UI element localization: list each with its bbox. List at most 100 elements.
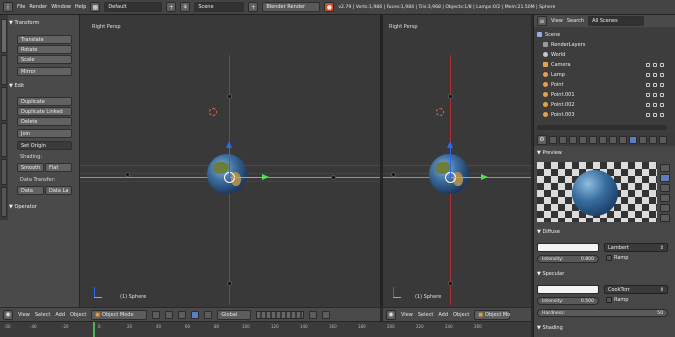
outliner-row-world[interactable]: World bbox=[534, 50, 670, 59]
specular-intensity-field[interactable]: Intensity: 0.500 bbox=[537, 297, 599, 305]
render-layers-tab-icon[interactable] bbox=[559, 135, 567, 144]
duplicate-button[interactable]: Duplicate bbox=[17, 97, 72, 106]
preview-cube-icon[interactable] bbox=[660, 184, 670, 192]
layers-grid[interactable] bbox=[256, 310, 305, 319]
lamp-icon[interactable] bbox=[436, 108, 444, 116]
menu-help[interactable]: Help bbox=[74, 4, 87, 10]
preview-flat-icon[interactable] bbox=[660, 164, 670, 172]
transform-panel-header[interactable]: ▼ Transform bbox=[9, 20, 40, 26]
preview-monkey-icon[interactable] bbox=[660, 194, 670, 202]
material-tab-icon[interactable] bbox=[629, 135, 637, 144]
edit-panel-header[interactable]: ▼ Edit bbox=[9, 83, 25, 89]
tab-create[interactable] bbox=[1, 55, 7, 85]
tab-relations[interactable] bbox=[1, 87, 7, 121]
point-lamp-dot[interactable] bbox=[331, 175, 336, 180]
delete-button[interactable]: Delete bbox=[17, 117, 72, 126]
menu-select[interactable]: Select bbox=[34, 311, 51, 318]
specular-shader-dropdown[interactable]: CookTorr ⇕ bbox=[604, 285, 668, 294]
visibility-toggles[interactable] bbox=[646, 82, 664, 87]
diffuse-intensity-field[interactable]: Intensity: 0.800 bbox=[537, 255, 599, 263]
menu-view[interactable]: View bbox=[18, 311, 30, 318]
specular-panel-header[interactable]: ▼ Specular bbox=[537, 271, 565, 277]
smooth-button[interactable]: Smooth bbox=[17, 163, 44, 172]
point-lamp-dot[interactable] bbox=[391, 172, 396, 177]
data-layout-button[interactable]: Data La bbox=[45, 186, 72, 195]
object-tab-icon[interactable] bbox=[589, 135, 597, 144]
scene-selector[interactable]: Scene bbox=[194, 2, 245, 12]
object-mode-dropdown[interactable]: ■ Object Mode bbox=[91, 309, 148, 320]
scale-button[interactable]: Scale bbox=[17, 55, 72, 64]
diffuse-shader-dropdown[interactable]: Lambert ⇕ bbox=[604, 243, 668, 252]
diffuse-color-swatch[interactable] bbox=[537, 243, 599, 252]
menu-object[interactable]: Object bbox=[453, 311, 470, 318]
lock-layers-icon[interactable] bbox=[309, 310, 318, 319]
diffuse-panel-header[interactable]: ▼ Diffuse bbox=[537, 229, 560, 235]
visibility-toggles[interactable] bbox=[646, 72, 664, 77]
mirror-button[interactable]: Mirror bbox=[17, 67, 72, 76]
preview-sky-icon[interactable] bbox=[660, 214, 670, 222]
visibility-toggles[interactable] bbox=[646, 92, 664, 97]
data-tab-icon[interactable] bbox=[619, 135, 627, 144]
tab-animation[interactable] bbox=[1, 123, 7, 157]
editor-type-3d-icon[interactable]: ◉ bbox=[386, 309, 396, 320]
menu-select[interactable]: Select bbox=[417, 311, 434, 318]
menu-view[interactable]: View bbox=[401, 311, 413, 318]
lamp-icon[interactable] bbox=[209, 108, 217, 116]
menu-file[interactable]: File bbox=[17, 4, 26, 10]
outliner-row-point[interactable]: Point bbox=[534, 80, 670, 89]
menu-add[interactable]: Add bbox=[55, 311, 65, 318]
visibility-toggles[interactable] bbox=[646, 112, 664, 117]
screen-layout-icon[interactable]: ▦ bbox=[90, 2, 101, 12]
properties-editor-icon[interactable]: ⚙ bbox=[537, 134, 547, 145]
point-lamp-dot[interactable] bbox=[125, 172, 130, 177]
modifiers-tab-icon[interactable] bbox=[609, 135, 617, 144]
specular-ramp-checkbox[interactable]: Ramp bbox=[606, 297, 628, 303]
editor-type-icon[interactable]: i bbox=[3, 2, 13, 12]
texture-tab-icon[interactable] bbox=[639, 135, 647, 144]
hardness-field[interactable]: Hardness: 50 bbox=[537, 309, 668, 317]
scene-icon[interactable]: ⚘ bbox=[180, 2, 191, 12]
preview-sphere-icon[interactable] bbox=[660, 174, 670, 182]
menu-object[interactable]: Object bbox=[70, 311, 87, 318]
current-frame-indicator[interactable] bbox=[93, 322, 95, 337]
y-manipulator-arrow-icon[interactable] bbox=[262, 174, 269, 180]
area-divider[interactable] bbox=[380, 15, 383, 307]
viewport-left[interactable]: Right Persp (1) Sphere bbox=[80, 15, 380, 307]
editor-type-3d-icon[interactable]: ◉ bbox=[3, 309, 13, 320]
outliner-row-scene[interactable]: Scene bbox=[534, 30, 670, 39]
outliner-row-point-002[interactable]: Point.002 bbox=[534, 100, 670, 109]
add-layout-icon[interactable]: + bbox=[166, 2, 177, 12]
visibility-toggles[interactable] bbox=[646, 102, 664, 107]
point-lamp-dot[interactable] bbox=[448, 94, 453, 99]
set-origin-dropdown[interactable]: Set Origin bbox=[17, 141, 72, 150]
render-engine-dropdown[interactable]: Blender Render bbox=[262, 2, 321, 12]
outliner-row-renderlayers[interactable]: RenderLayers bbox=[534, 40, 670, 49]
point-lamp-dot[interactable] bbox=[227, 281, 232, 286]
menu-window[interactable]: Window bbox=[51, 4, 71, 10]
pivot-point-icon[interactable] bbox=[165, 310, 174, 319]
translate-manipulator-icon[interactable] bbox=[191, 310, 200, 319]
menu-add[interactable]: Add bbox=[438, 311, 448, 318]
outliner-row-lamp[interactable]: Lamp bbox=[534, 70, 670, 79]
viewport-right[interactable]: Right Persp (1) Sphere bbox=[383, 15, 531, 307]
manipulator-toggle-icon[interactable] bbox=[178, 310, 187, 319]
viewport-shading-icon[interactable] bbox=[152, 310, 161, 319]
outliner-row-camera[interactable]: Camera bbox=[534, 60, 670, 69]
snap-icon[interactable] bbox=[322, 310, 331, 319]
tab-tools[interactable] bbox=[1, 19, 7, 53]
menu-render[interactable]: Render bbox=[29, 4, 48, 10]
outliner-editor-icon[interactable]: ≡ bbox=[537, 16, 547, 26]
render-tab-icon[interactable] bbox=[549, 135, 557, 144]
point-lamp-dot[interactable] bbox=[227, 94, 232, 99]
join-button[interactable]: Join bbox=[17, 129, 72, 138]
specular-color-swatch[interactable] bbox=[537, 285, 599, 294]
tab-physics[interactable] bbox=[1, 159, 7, 185]
y-manipulator-arrow-icon[interactable] bbox=[481, 174, 488, 180]
world-tab-icon[interactable] bbox=[579, 135, 587, 144]
tab-grease-pencil[interactable] bbox=[1, 187, 7, 217]
transform-orientation-dropdown[interactable]: Global bbox=[217, 309, 252, 320]
rotate-button[interactable]: Rotate bbox=[17, 45, 72, 54]
data-button[interactable]: Data bbox=[17, 186, 44, 195]
outliner-menu-search[interactable]: Search bbox=[566, 18, 585, 24]
layout-selector[interactable]: Default bbox=[104, 2, 163, 12]
